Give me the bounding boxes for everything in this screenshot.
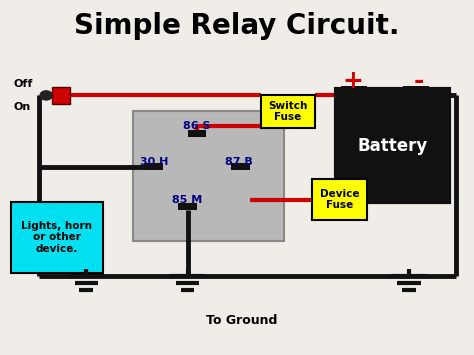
Text: 85 M: 85 M xyxy=(173,195,203,206)
Bar xyxy=(336,89,449,202)
Circle shape xyxy=(40,91,52,100)
Text: 30 H: 30 H xyxy=(140,157,169,166)
Text: Off: Off xyxy=(13,79,33,89)
Text: 86 S: 86 S xyxy=(183,121,211,131)
Text: Simple Relay Circuit.: Simple Relay Circuit. xyxy=(74,12,400,40)
Bar xyxy=(231,163,250,170)
Bar xyxy=(52,87,70,104)
Text: Switch
Fuse: Switch Fuse xyxy=(268,101,307,122)
Bar xyxy=(178,203,197,210)
Text: To Ground: To Ground xyxy=(206,314,277,327)
Bar xyxy=(11,202,103,273)
Bar xyxy=(144,163,163,170)
Bar xyxy=(341,86,366,95)
Bar xyxy=(312,179,366,220)
Bar xyxy=(133,110,284,241)
Bar xyxy=(403,86,429,95)
Bar xyxy=(341,97,444,195)
Bar xyxy=(261,95,315,128)
Text: Battery: Battery xyxy=(357,137,428,155)
Text: Lights, horn
or other
device.: Lights, horn or other device. xyxy=(21,221,92,254)
Text: +: + xyxy=(342,69,363,93)
Text: 87 B: 87 B xyxy=(226,157,253,166)
Bar xyxy=(188,130,206,137)
Text: On: On xyxy=(13,102,30,112)
Text: -: - xyxy=(413,69,424,93)
Text: Device
Fuse: Device Fuse xyxy=(320,189,359,210)
